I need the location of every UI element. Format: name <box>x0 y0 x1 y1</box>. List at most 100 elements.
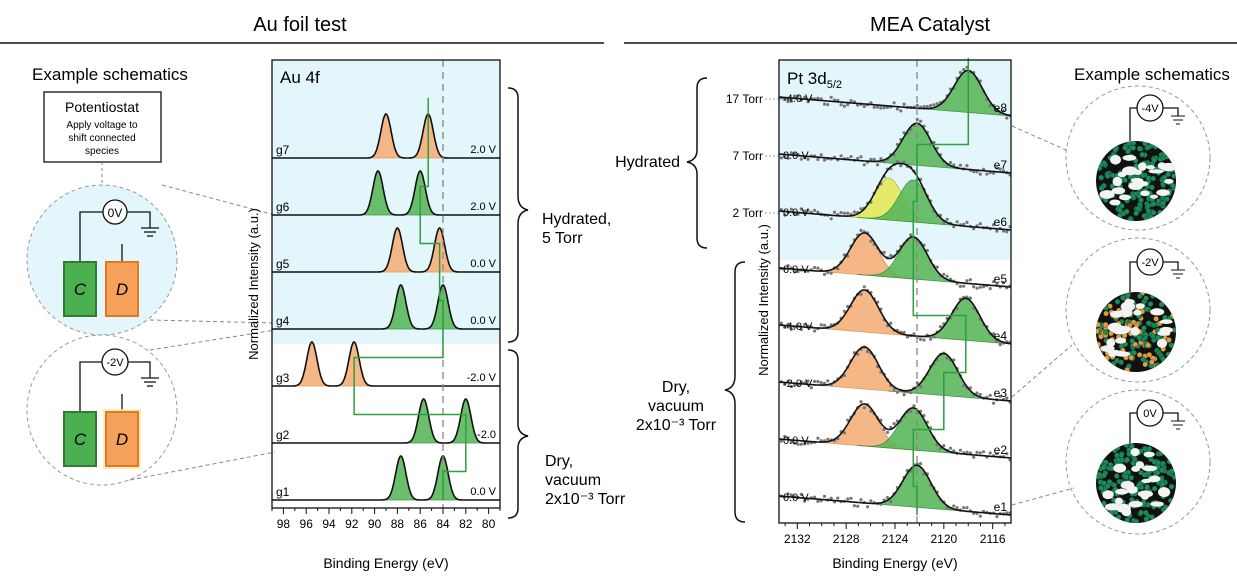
electrode-d-bottom: D <box>116 430 128 449</box>
data-point-e1 <box>816 499 820 503</box>
label-e4: e4 <box>994 329 1008 343</box>
x-tick-label: 2120 <box>930 532 957 546</box>
ionomer-gap <box>1135 303 1145 309</box>
data-point-e4 <box>929 337 933 341</box>
particle <box>1150 209 1157 216</box>
label-e7: e7 <box>994 158 1008 172</box>
data-point-e2 <box>842 431 847 435</box>
data-point-e4 <box>932 335 936 339</box>
data-point-e1 <box>1005 511 1009 515</box>
data-point-e8 <box>915 103 919 108</box>
pt3d-panel-label-sub: 5/2 <box>827 79 842 91</box>
pressure-e8: 17 Torr <box>726 92 763 106</box>
data-point-e7 <box>919 119 923 123</box>
data-point-e4 <box>783 325 787 329</box>
particle <box>1139 151 1145 158</box>
particle <box>1103 310 1109 317</box>
au4f-panel-label: Au 4f <box>280 68 320 87</box>
particle <box>1114 473 1120 479</box>
peak-g3-0 <box>291 341 333 387</box>
mea-bottom-voltage: 0V <box>1143 408 1157 420</box>
data-point-e2 <box>975 450 979 454</box>
data-point-e7 <box>786 156 790 160</box>
data-point-e4 <box>955 307 959 311</box>
voltage-g7: 2.0 V <box>470 144 496 156</box>
voltage-e3: -2.0 V <box>783 378 813 390</box>
particle <box>1102 321 1109 328</box>
au4f-dry-label-2: vacuum <box>545 472 601 489</box>
label-e6: e6 <box>994 215 1008 229</box>
data-point-e4 <box>998 343 1002 347</box>
pt3d-panel-label: Pt 3d5/2 <box>787 69 842 91</box>
data-point-e1 <box>803 499 807 503</box>
data-point-e2 <box>1005 452 1009 456</box>
data-point-e3 <box>809 386 813 390</box>
x-tick-label: 94 <box>322 517 336 531</box>
particle <box>1136 351 1143 358</box>
voltage-e6: 0.0 V <box>783 207 809 219</box>
ionomer-gap <box>1120 480 1135 490</box>
x-tick-label: 84 <box>436 517 450 531</box>
data-point-e2 <box>789 440 794 444</box>
particle <box>1136 335 1143 341</box>
data-point-e8 <box>899 109 903 113</box>
particle <box>1164 196 1170 202</box>
data-point-e6 <box>895 160 900 164</box>
au4f-hydrated-label-2: 5 Torr <box>542 230 583 247</box>
particle <box>1128 474 1135 481</box>
data-point-e4 <box>842 309 847 313</box>
data-point-e1 <box>919 462 923 466</box>
particle <box>1168 468 1175 474</box>
data-point-e6 <box>899 164 903 168</box>
particle <box>1101 480 1107 486</box>
pt3d-dry-label-1: Dry, <box>662 379 690 396</box>
data-point-e2 <box>942 444 946 448</box>
particle <box>1144 484 1150 490</box>
data-point-e6 <box>816 210 820 214</box>
spectrum-e8 <box>779 69 1011 117</box>
au4f-xlabel: Binding Energy (eV) <box>323 555 448 571</box>
voltage-e1: 0.0 V <box>783 492 809 504</box>
potentiostat-text-1: Apply voltage to <box>66 120 138 131</box>
x-tick-label: 92 <box>345 517 359 531</box>
x-tick-label: 80 <box>482 517 496 531</box>
data-point-e1 <box>859 498 863 502</box>
data-point-e1 <box>849 496 853 500</box>
particle <box>1118 359 1124 366</box>
data-point-e5 <box>882 250 886 255</box>
particle <box>1145 320 1152 327</box>
particle <box>1150 175 1156 182</box>
data-point-e2 <box>972 455 976 459</box>
data-point-e8 <box>988 104 992 108</box>
data-point-e5 <box>982 285 986 289</box>
mea-circle-neg4v: -4V <box>1065 85 1211 231</box>
data-point-e3 <box>978 393 982 397</box>
particle <box>1140 356 1146 363</box>
data-point-e3 <box>783 382 787 386</box>
particle <box>1142 361 1148 368</box>
data-point-e6 <box>965 220 969 224</box>
ionomer-gap <box>1148 169 1164 174</box>
data-point-e4 <box>813 329 817 333</box>
data-point-e7 <box>948 161 953 165</box>
data-point-e3 <box>998 394 1002 398</box>
ionomer-gap <box>1128 500 1143 508</box>
particle <box>1162 314 1168 321</box>
data-point-e2 <box>783 434 787 439</box>
data-point-e2 <box>885 430 890 434</box>
label-e3: e3 <box>994 386 1008 400</box>
electrode-c-bottom: C <box>74 430 87 449</box>
data-point-e7 <box>799 157 803 161</box>
label-g3: g3 <box>276 371 290 385</box>
data-point-e2 <box>948 446 953 450</box>
data-point-e1 <box>856 504 860 508</box>
data-point-e4 <box>922 338 926 342</box>
particle <box>1153 315 1159 322</box>
voltage-e2: 0.0 V <box>783 435 809 447</box>
ionomer-gap <box>1111 187 1126 195</box>
label-g4: g4 <box>276 314 290 328</box>
data-point-e3 <box>892 387 896 391</box>
particle <box>1159 481 1166 487</box>
ionomer-gap <box>1135 461 1145 469</box>
data-point-e4 <box>902 330 906 334</box>
